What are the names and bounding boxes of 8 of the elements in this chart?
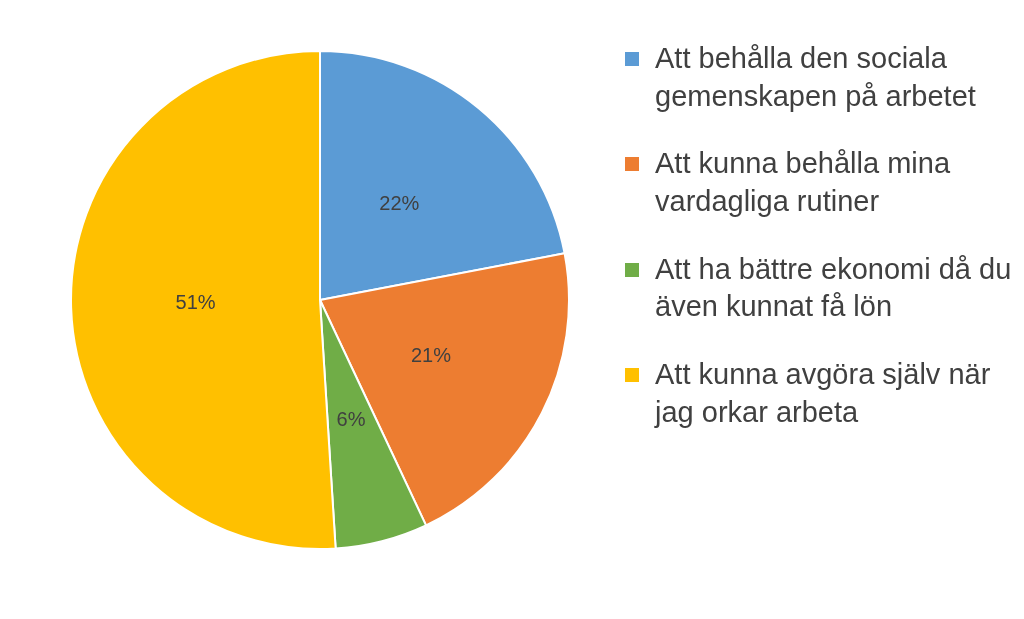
legend-label: Att kunna behålla mina vardagliga rutiner <box>655 146 952 220</box>
data-label: 22% <box>379 191 420 214</box>
legend-label: Att ha bättre ekonomi då du även kunnat få lön <box>655 251 1013 325</box>
data-label: 51% <box>175 291 216 314</box>
data-label: 21% <box>410 344 452 367</box>
legend-label: Att behålla den sociala gemenskapen på arbetet <box>655 41 977 114</box>
legend-label: Att kunna avgöra själv när jag orkar arbeta <box>655 357 992 430</box>
data-label: 6% <box>336 408 366 431</box>
